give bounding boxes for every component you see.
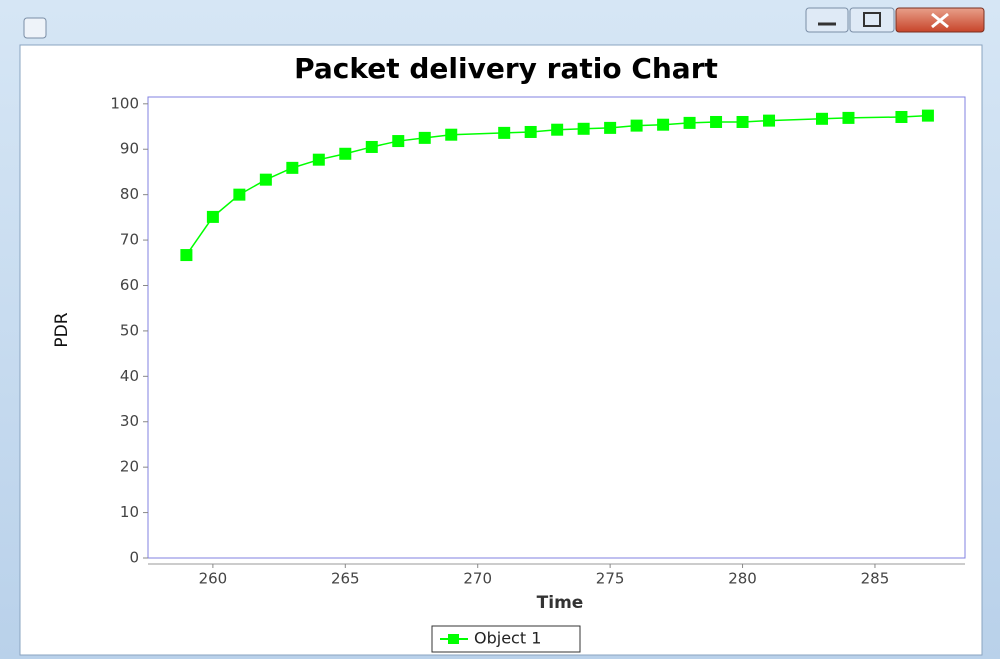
plot-area bbox=[147, 96, 966, 559]
point-marker bbox=[286, 161, 299, 174]
point-marker bbox=[736, 115, 749, 128]
y-tick-label: 90 bbox=[120, 140, 139, 158]
point-marker bbox=[498, 126, 511, 139]
close-glyph bbox=[931, 12, 949, 29]
x-tick-label: 280 bbox=[728, 570, 757, 588]
x-tick-label: 275 bbox=[596, 570, 625, 588]
point-marker bbox=[233, 188, 246, 201]
point-marker bbox=[445, 128, 458, 141]
point-marker bbox=[206, 210, 219, 223]
point-marker bbox=[524, 125, 537, 138]
x-tick-label: 270 bbox=[463, 570, 492, 588]
y-tick-label: 60 bbox=[120, 276, 139, 294]
y-tick-label: 50 bbox=[120, 321, 139, 339]
chart-title: Packet delivery ratio Chart bbox=[294, 52, 718, 85]
minimize-button[interactable] bbox=[805, 7, 849, 33]
point-marker bbox=[842, 111, 855, 124]
point-marker bbox=[815, 112, 828, 125]
legend-label: Object 1 bbox=[474, 629, 541, 648]
point-marker bbox=[339, 147, 352, 160]
x-tick-label: 260 bbox=[199, 570, 228, 588]
y-axis-label: PDR bbox=[52, 312, 72, 347]
y-tick-label: 0 bbox=[129, 549, 139, 567]
point-marker bbox=[895, 110, 908, 123]
point-marker bbox=[418, 131, 431, 144]
maximize-glyph bbox=[863, 12, 881, 27]
point-marker bbox=[365, 140, 378, 153]
maximize-button[interactable] bbox=[849, 7, 895, 33]
y-tick-label: 100 bbox=[110, 94, 139, 112]
x-tick-label: 265 bbox=[331, 570, 360, 588]
y-tick-label: 10 bbox=[120, 503, 139, 521]
point-marker bbox=[921, 109, 934, 122]
point-marker bbox=[551, 123, 564, 136]
x-axis-label: Time bbox=[537, 593, 584, 613]
y-tick-label: 70 bbox=[120, 231, 139, 249]
point-marker bbox=[710, 115, 723, 128]
point-marker bbox=[259, 173, 272, 186]
y-tick-label: 80 bbox=[120, 185, 139, 203]
app-icon bbox=[23, 17, 47, 39]
y-tick-label: 20 bbox=[120, 458, 139, 476]
y-tick-label: 40 bbox=[120, 367, 139, 385]
y-tick-label: 30 bbox=[120, 412, 139, 430]
x-tick-label: 285 bbox=[861, 570, 890, 588]
point-marker bbox=[763, 114, 776, 127]
point-marker bbox=[180, 249, 193, 262]
point-marker bbox=[312, 153, 325, 166]
point-marker bbox=[657, 118, 670, 131]
point-marker bbox=[683, 116, 696, 129]
point-marker bbox=[577, 122, 590, 135]
point-marker bbox=[392, 135, 405, 148]
legend-marker bbox=[448, 634, 459, 644]
point-marker bbox=[604, 121, 617, 134]
point-marker bbox=[630, 119, 643, 132]
